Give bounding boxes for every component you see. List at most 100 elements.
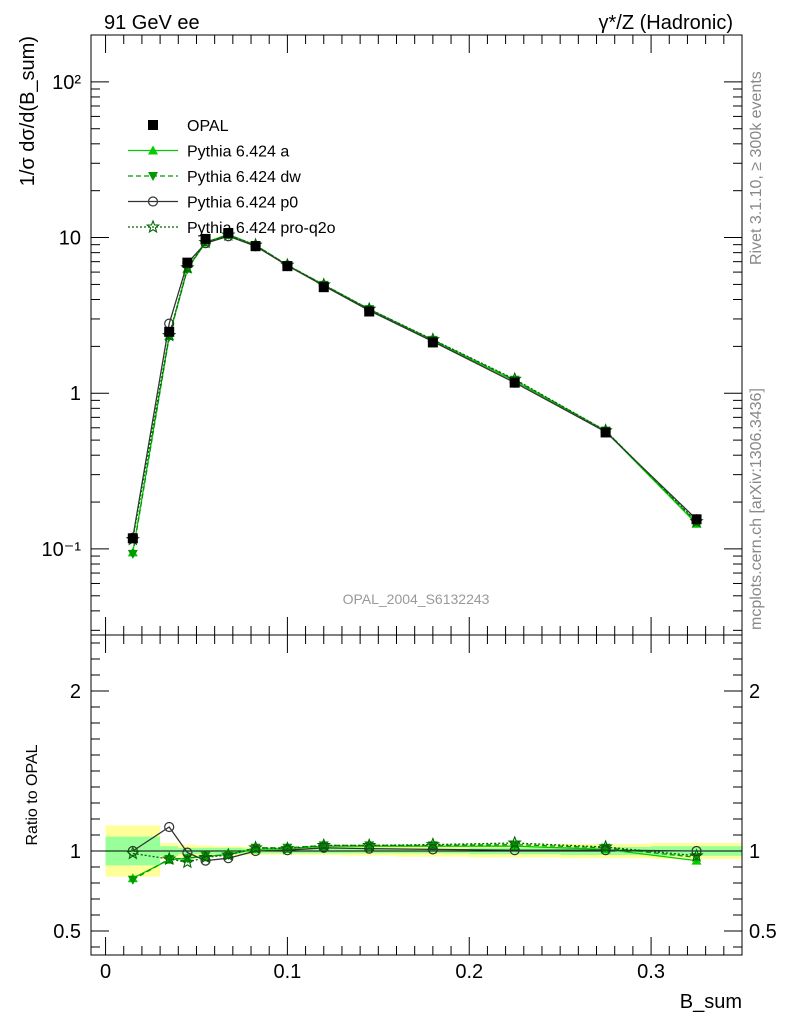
ratio-point-shape (250, 845, 261, 857)
x-tick-label: 0.2 (455, 961, 483, 983)
main-y-tick-label: 10⁻¹ (42, 539, 82, 561)
data-point (600, 427, 611, 438)
ratio-point-shape (200, 855, 211, 866)
legend-marker-shape (148, 145, 158, 155)
data-point (509, 377, 520, 388)
main-point-shape (127, 549, 138, 559)
ratio-point-shape (125, 845, 140, 860)
ratio-point (250, 845, 261, 857)
data-point (164, 326, 175, 337)
legend-marker-shape (147, 196, 159, 207)
ratio-point (600, 845, 611, 856)
main-panel: 10⁻¹ 1 10 10² 1/σ dσ/d(B_sum) OPAL_2004_S61… (17, 34, 743, 636)
legend-marker (147, 196, 159, 207)
data-point (427, 337, 438, 348)
ratio-point-shape (164, 821, 175, 833)
ratio-point (318, 842, 329, 853)
legend-marker (148, 172, 158, 181)
ratio-series-line (132, 826, 697, 862)
main-point (127, 549, 138, 559)
data-point (182, 257, 193, 268)
ratio-point-shape (507, 835, 522, 850)
data-point (691, 514, 702, 525)
ratio-point (221, 847, 236, 862)
ratio-y-tick-label-right: 2 (749, 681, 760, 703)
legend-marker-shape (145, 219, 161, 234)
main-y-tick-labels: 10⁻¹ 1 10 10² (42, 72, 82, 561)
ratio-point (425, 837, 441, 851)
ratio-point-shape (691, 845, 702, 857)
header-left: 91 GeV ee (104, 12, 200, 34)
legend-label: Pythia 6.424 pro-q2o (187, 220, 336, 237)
data-point (364, 306, 375, 317)
data-point-shape (364, 306, 375, 317)
data-point (250, 241, 261, 252)
data-point-shape (164, 326, 175, 337)
ratio-y-tick-label-left: 2 (70, 681, 81, 703)
main-y-tick-label: 1 (70, 383, 81, 405)
ratio-y-tick-label-right: 1 (749, 841, 760, 863)
ratio-point (198, 849, 213, 864)
ratio-point-shape (221, 847, 236, 862)
data-point (282, 261, 293, 272)
main-ticks (91, 34, 743, 635)
analysis-id: OPAL_2004_S6132243 (343, 591, 490, 607)
ratio-point (598, 839, 613, 854)
ratio-point-shape (248, 840, 263, 854)
ratio-point-shape (600, 845, 611, 856)
ratio-point (180, 854, 195, 869)
main-y-tick-label: 10 (59, 228, 81, 250)
ratio-point (127, 875, 138, 885)
data-point-shape (250, 241, 261, 252)
data-point (127, 533, 138, 544)
ratio-series-line (132, 842, 697, 863)
ratio-point (200, 855, 211, 866)
legend-marker (148, 120, 158, 130)
ratio-point (427, 841, 438, 851)
legend-label: Pythia 6.424 p0 (187, 195, 298, 212)
data-point-shape (318, 282, 329, 293)
ratio-point-shape (427, 844, 438, 855)
data-point-shape (600, 427, 611, 438)
main-series (125, 227, 704, 559)
x-tick-labels: 0 0.1 0.2 0.3 (100, 961, 665, 983)
data-point-shape (691, 514, 702, 525)
legend-marker (145, 219, 161, 234)
ratio-point-shape (318, 842, 329, 853)
ratio-point-shape (127, 875, 138, 885)
data-point (223, 227, 234, 238)
data-point-shape (200, 233, 211, 244)
ratio-point (280, 841, 295, 855)
data-point-shape (427, 337, 438, 348)
data-point (318, 282, 329, 293)
ratio-point (507, 835, 522, 850)
legend-label: OPAL (187, 118, 229, 135)
legend-label: Pythia 6.424 dw (187, 169, 301, 186)
ratio-point-shape (362, 837, 377, 852)
ratio-y-tick-label-left: 1 (70, 841, 81, 863)
legend: OPAL Pythia 6.424 a Pythia 6.424 dw Pythia … (128, 118, 336, 237)
ratio-point-shape (427, 841, 438, 851)
main-y-axis-label: 1/σ dσ/d(B_sum) (17, 36, 39, 186)
ratio-y-tick-labels: 0.5 0.5 1 1 2 2 (53, 681, 777, 943)
ratio-point-shape (364, 843, 375, 854)
ratio-point (162, 851, 177, 866)
ratio-point-shape (316, 837, 331, 852)
data-point (200, 233, 211, 244)
ratio-point-shape (689, 848, 704, 862)
ratio-point-shape (180, 854, 195, 869)
main-series-line (132, 234, 697, 554)
ratio-point-shape (280, 841, 295, 855)
ratio-point (125, 845, 140, 860)
mcplots-label: mcplots.cern.ch [arXiv:1306.3436] (748, 388, 765, 630)
legend-marker (148, 145, 158, 155)
data-point-shape (127, 533, 138, 544)
x-axis-label: B_sum (680, 991, 742, 1013)
ratio-point-shape (162, 851, 177, 866)
ratio-frame (90, 634, 743, 956)
main-series-line (132, 235, 697, 538)
main-series-line (132, 233, 697, 553)
ratio-point-shape (198, 849, 213, 864)
ratio-point-shape (598, 839, 613, 854)
